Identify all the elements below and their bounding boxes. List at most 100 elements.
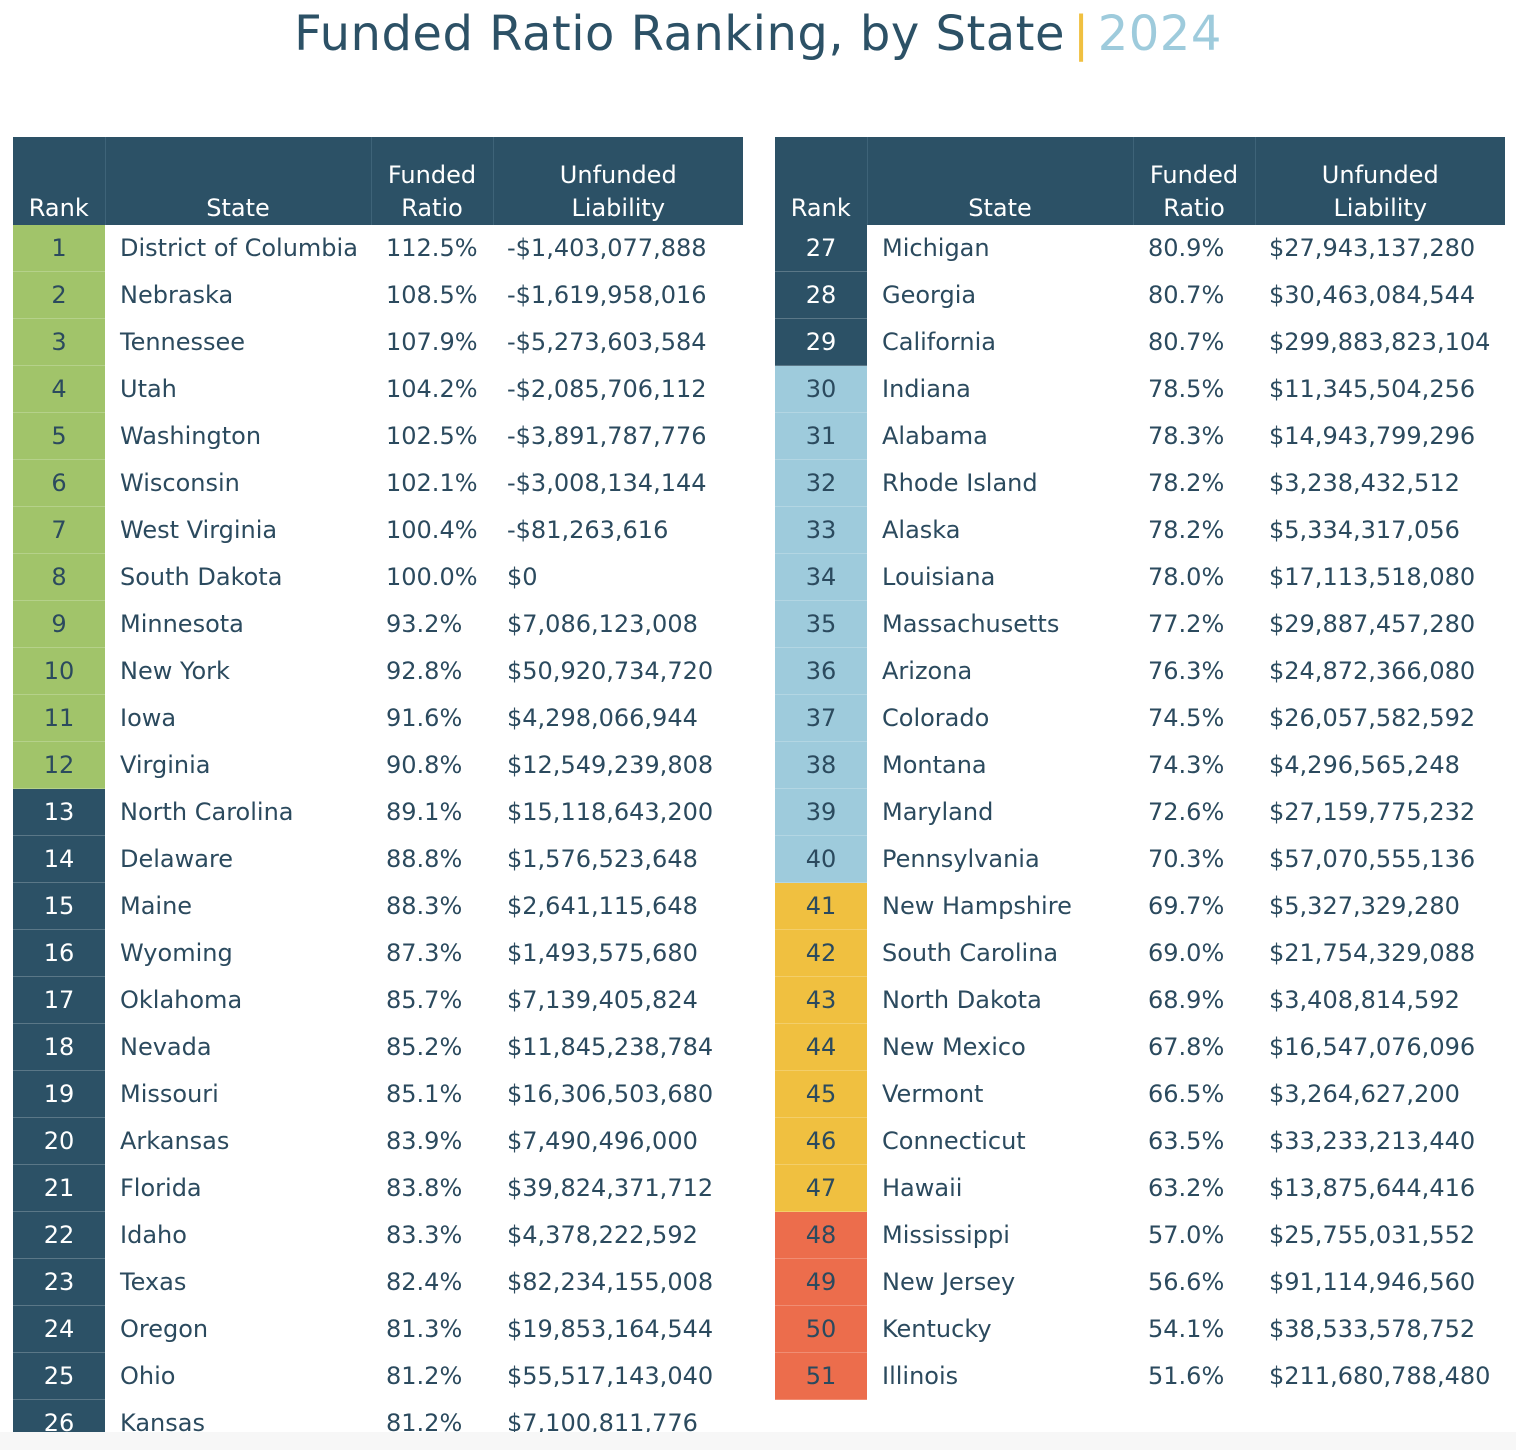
state-cell: New Mexico xyxy=(882,1033,1026,1061)
unfunded-liability-cell: $7,139,405,824 xyxy=(507,986,698,1014)
rank-cell: 18 xyxy=(13,1023,105,1071)
table-body-left: 1 District of Columbia 112.5% -$1,403,077,8… xyxy=(13,225,743,1447)
rank-cell: 39 xyxy=(775,788,867,836)
state-cell: West Virginia xyxy=(120,516,278,544)
unfunded-liability-cell: $3,238,432,512 xyxy=(1269,469,1460,497)
unfunded-liability-cell: $3,264,627,200 xyxy=(1269,1080,1460,1108)
header-unfunded-liability: Unfunded Liability xyxy=(1255,137,1505,225)
unfunded-liability-cell: $19,853,164,544 xyxy=(507,1315,714,1343)
state-cell: Georgia xyxy=(882,281,977,309)
unfunded-liability-cell: $25,755,031,552 xyxy=(1269,1221,1476,1249)
rank-cell: 2 xyxy=(13,271,105,319)
funded-ratio-cell: 83.9% xyxy=(386,1127,463,1155)
table-row: 23 Texas 82.4% $82,234,155,008 xyxy=(13,1258,743,1306)
rank-cell: 16 xyxy=(13,929,105,977)
unfunded-liability-cell: $4,378,222,592 xyxy=(507,1221,698,1249)
state-cell: Rhode Island xyxy=(882,469,1038,497)
rank-cell: 35 xyxy=(775,600,867,648)
table-row: 19 Missouri 85.1% $16,306,503,680 xyxy=(13,1070,743,1118)
table-row: 20 Arkansas 83.9% $7,490,496,000 xyxy=(13,1117,743,1165)
table-row: 5 Washington 102.5% -$3,891,787,776 xyxy=(13,412,743,460)
funded-ratio-cell: 102.5% xyxy=(386,422,478,450)
unfunded-liability-cell: $211,680,788,480 xyxy=(1269,1362,1491,1390)
state-cell: Idaho xyxy=(120,1221,187,1249)
table-row: 3 Tennessee 107.9% -$5,273,603,584 xyxy=(13,318,743,366)
rank-cell: 12 xyxy=(13,741,105,789)
rank-cell: 38 xyxy=(775,741,867,789)
rank-cell: 4 xyxy=(13,365,105,413)
funded-ratio-cell: 104.2% xyxy=(386,375,478,403)
funded-ratio-cell: 88.3% xyxy=(386,892,463,920)
unfunded-liability-cell: $16,547,076,096 xyxy=(1269,1033,1476,1061)
state-cell: District of Columbia xyxy=(120,234,358,263)
rank-cell: 31 xyxy=(775,412,867,460)
funded-ratio-cell: 78.5% xyxy=(1148,375,1225,403)
rank-cell: 32 xyxy=(775,459,867,507)
funded-ratio-cell: 85.2% xyxy=(386,1033,463,1061)
table-row: 1 District of Columbia 112.5% -$1,403,077,8… xyxy=(13,225,743,272)
funded-ratio-cell: 74.5% xyxy=(1148,704,1225,732)
unfunded-liability-cell: $38,533,578,752 xyxy=(1269,1315,1476,1343)
rank-cell: 9 xyxy=(13,600,105,648)
table-row: 41 New Hampshire 69.7% $5,327,329,280 xyxy=(775,882,1505,930)
rank-cell: 5 xyxy=(13,412,105,460)
funded-ratio-cell: 108.5% xyxy=(386,281,478,309)
state-cell: Mississippi xyxy=(882,1221,1010,1249)
funded-ratio-cell: 67.8% xyxy=(1148,1033,1225,1061)
funded-ratio-cell: 90.8% xyxy=(386,751,463,779)
table-row: 12 Virginia 90.8% $12,549,239,808 xyxy=(13,741,743,789)
table-row: 37 Colorado 74.5% $26,057,582,592 xyxy=(775,694,1505,742)
unfunded-liability-cell: $1,493,575,680 xyxy=(507,939,698,967)
unfunded-liability-cell: $299,883,823,104 xyxy=(1269,328,1491,356)
table-row: 28 Georgia 80.7% $30,463,084,544 xyxy=(775,271,1505,319)
rank-cell: 42 xyxy=(775,929,867,977)
state-cell: Texas xyxy=(120,1268,187,1296)
rank-cell: 25 xyxy=(13,1352,105,1400)
table-row: 31 Alabama 78.3% $14,943,799,296 xyxy=(775,412,1505,460)
rank-cell: 34 xyxy=(775,553,867,601)
table-row: 27 Michigan 80.9% $27,943,137,280 xyxy=(775,225,1505,272)
state-cell: California xyxy=(882,328,996,356)
funded-ratio-cell: 93.2% xyxy=(386,610,463,638)
unfunded-liability-cell: $7,086,123,008 xyxy=(507,610,698,638)
state-cell: Louisiana xyxy=(882,563,996,591)
funded-ratio-cell: 107.9% xyxy=(386,328,478,356)
unfunded-liability-cell: $55,517,143,040 xyxy=(507,1362,714,1390)
funded-ratio-cell: 51.6% xyxy=(1148,1362,1225,1390)
funded-ratio-cell: 76.3% xyxy=(1148,657,1225,685)
state-cell: Hawaii xyxy=(882,1174,963,1202)
funded-ratio-cell: 80.7% xyxy=(1148,281,1225,309)
rank-cell: 44 xyxy=(775,1023,867,1071)
table-row: 10 New York 92.8% $50,920,734,720 xyxy=(13,647,743,695)
unfunded-liability-cell: $27,943,137,280 xyxy=(1269,234,1476,263)
state-cell: Connecticut xyxy=(882,1127,1026,1155)
table-row: 21 Florida 83.8% $39,824,371,712 xyxy=(13,1164,743,1212)
table-row: 16 Wyoming 87.3% $1,493,575,680 xyxy=(13,929,743,977)
table-row: 4 Utah 104.2% -$2,085,706,112 xyxy=(13,365,743,413)
rank-cell: 23 xyxy=(13,1258,105,1306)
funded-ratio-cell: 80.9% xyxy=(1148,234,1225,263)
unfunded-liability-cell: $4,296,565,248 xyxy=(1269,751,1460,779)
table-row: 39 Maryland 72.6% $27,159,775,232 xyxy=(775,788,1505,836)
funded-ratio-cell: 78.0% xyxy=(1148,563,1225,591)
state-cell: Wisconsin xyxy=(120,469,240,497)
unfunded-liability-cell: $7,490,496,000 xyxy=(507,1127,698,1155)
rank-cell: 43 xyxy=(775,976,867,1024)
table-row: 13 North Carolina 89.1% $15,118,643,200 xyxy=(13,788,743,836)
funded-ratio-cell: 80.7% xyxy=(1148,328,1225,356)
rank-cell: 24 xyxy=(13,1305,105,1353)
funded-ratio-cell: 82.4% xyxy=(386,1268,463,1296)
rank-cell: 8 xyxy=(13,553,105,601)
state-cell: New Jersey xyxy=(882,1268,1016,1296)
title-separator: | xyxy=(1073,6,1090,62)
funded-ratio-cell: 81.2% xyxy=(386,1362,463,1390)
table-header-row: Rank State Funded Ratio Unfunded Liability xyxy=(13,137,743,225)
unfunded-liability-cell: $30,463,084,544 xyxy=(1269,281,1476,309)
funded-ratio-cell: 89.1% xyxy=(386,798,463,826)
rank-cell: 51 xyxy=(775,1352,867,1400)
state-cell: Oklahoma xyxy=(120,986,243,1014)
table-row: 18 Nevada 85.2% $11,845,238,784 xyxy=(13,1023,743,1071)
rank-cell: 48 xyxy=(775,1211,867,1259)
unfunded-liability-cell: $91,114,946,560 xyxy=(1269,1268,1476,1296)
table-row: 50 Kentucky 54.1% $38,533,578,752 xyxy=(775,1305,1505,1353)
